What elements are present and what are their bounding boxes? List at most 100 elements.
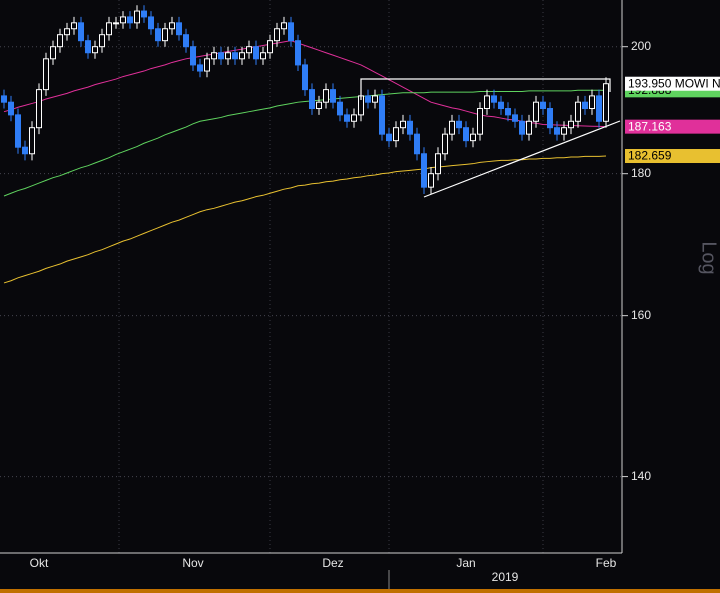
candle-body [456,120,462,129]
candle-body [477,108,483,135]
ma-tag-box [625,119,720,134]
candle-body [582,101,588,110]
moving-average [3,40,607,128]
candle-body [372,95,378,103]
candle-body [64,28,70,36]
candle-body [554,127,560,135]
candle-body [190,46,196,66]
candle-body [239,52,245,60]
candle-body [568,120,574,129]
candle-body [428,173,434,188]
candle-body [379,95,385,135]
y-tick-label: 160 [631,308,651,322]
candle-body [106,22,112,36]
candle-body [22,146,28,155]
year-label: 2019 [492,570,519,584]
candle-body [29,127,35,155]
candle-body [393,127,399,142]
candle-body [323,89,329,103]
candle-body [99,34,105,48]
candle-body [43,58,49,91]
support-line [423,120,621,198]
candle-body [533,101,539,122]
candle-body [57,34,63,48]
candle-body [512,114,518,122]
candle-body [302,64,308,91]
candle-body [225,52,231,60]
candle-body [246,46,252,54]
candle-body [92,46,98,54]
candle-body [540,101,546,110]
candle-body [351,114,357,122]
bottom-strip [0,589,720,593]
candle-body [127,16,133,24]
candles [1,5,609,194]
candle-body [78,22,84,42]
candle-body [449,120,455,135]
candle-body [169,22,175,30]
x-tick-label: Dez [322,556,343,570]
candle-body [344,114,350,122]
candle-body [484,95,490,110]
scale-label: Log [698,241,720,274]
candle-body [603,83,609,122]
candle-body [505,108,511,116]
candle-body [337,101,343,116]
candle-body [491,95,497,103]
candle-body [15,114,21,148]
candle-body [232,52,238,60]
candle-body [218,52,224,60]
candle-body [589,95,595,110]
candle-body [519,120,525,135]
candle-body [120,16,126,24]
candle-body [141,10,147,18]
y-tick-label: 180 [631,166,651,180]
candle-body [498,101,504,110]
moving-average [3,155,607,284]
candle-body [71,22,77,30]
ma-tag-box [625,149,720,164]
candle-body [281,22,287,30]
moving-averages [3,40,607,284]
last-price-tag-box [625,76,720,91]
candle-body [386,133,392,142]
y-tick-label: 200 [631,39,651,53]
candle-body [547,108,553,129]
candle-body [85,40,91,54]
candle-body [330,89,336,103]
candle-body [8,101,14,116]
candle-body [295,40,301,66]
candle-body [113,22,119,25]
candle-body [365,95,371,103]
last-price-tag: 193.950 MOWI N [628,76,720,90]
candle-body [596,95,602,122]
moving-average [3,89,607,197]
y-tick-label: 140 [631,469,651,483]
candle-body [183,34,189,48]
candle-body [435,153,441,175]
candle-body [309,89,315,110]
candle-body [1,95,7,103]
candle-body [50,46,56,60]
candle-body [414,133,420,155]
candle-body [260,52,266,60]
candle-body [204,58,210,72]
axis-labels: 200 180 160 140 Okt Nov Dez Jan Feb [30,39,652,570]
ma-tag: 187.163 [628,119,672,133]
x-tick-label: Okt [30,556,49,570]
month-separators [118,0,544,553]
candle-body [36,89,42,129]
candle-body [442,133,448,155]
resistance-line [360,78,611,100]
x-tick-label: Feb [596,556,617,570]
candle-body [253,46,259,60]
candle-body [470,133,476,142]
candle-body [148,16,154,30]
candle-body [407,120,413,135]
x-tick-label: Nov [182,556,203,570]
candle-body [421,153,427,188]
